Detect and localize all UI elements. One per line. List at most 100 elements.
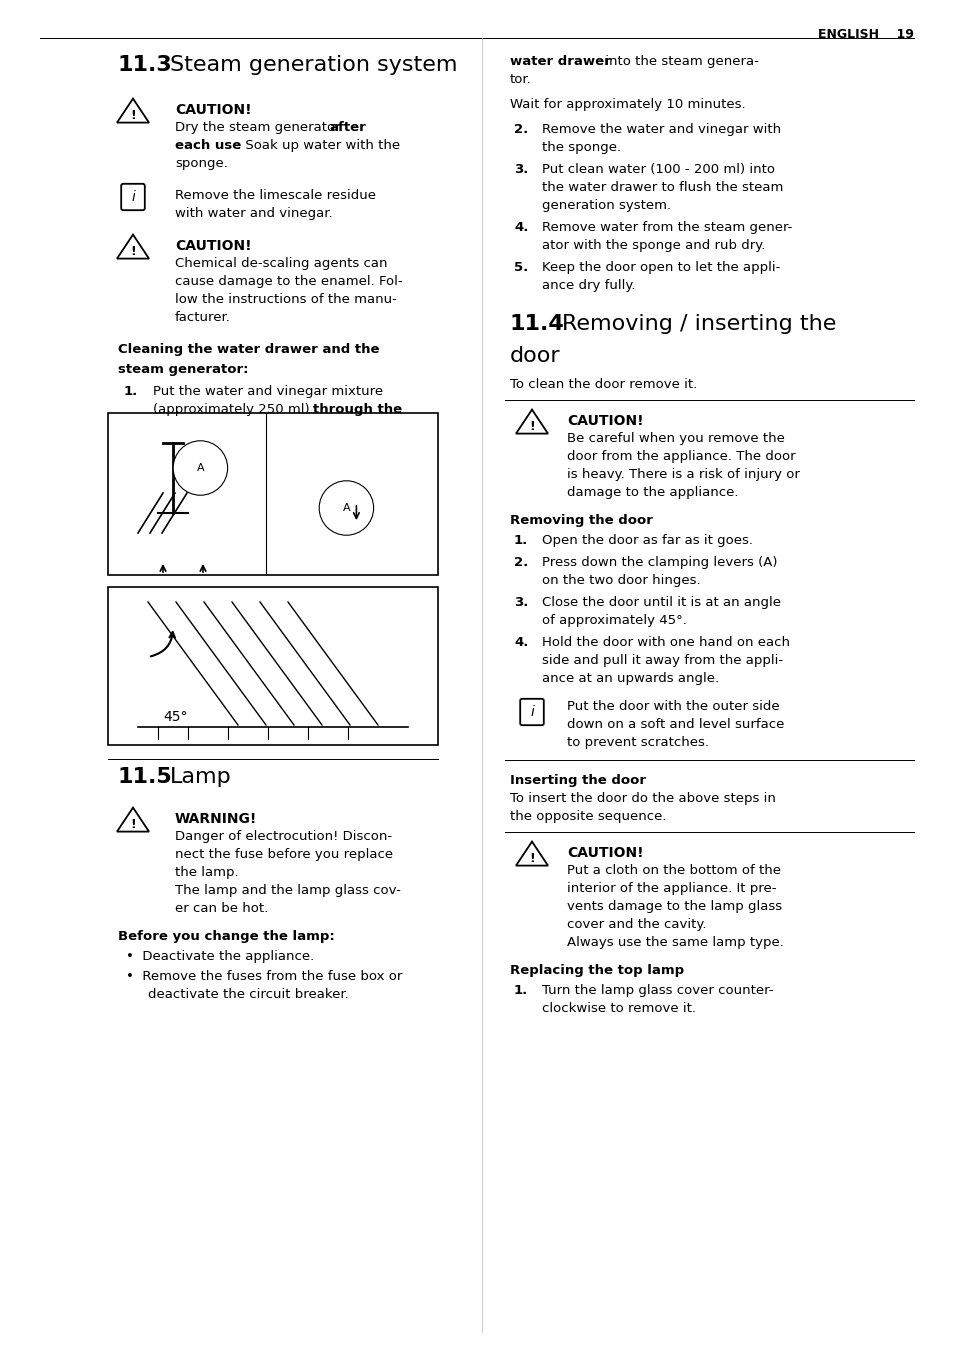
Text: Put clean water (100 - 200 ml) into: Put clean water (100 - 200 ml) into (541, 164, 774, 176)
Text: nect the fuse before you replace: nect the fuse before you replace (174, 848, 393, 861)
Text: i: i (131, 191, 134, 204)
Text: (approximately 250 ml): (approximately 250 ml) (152, 403, 314, 416)
Text: Dry the steam generator: Dry the steam generator (174, 120, 345, 134)
Text: cover and the cavity.: cover and the cavity. (566, 918, 706, 932)
Text: vents damage to the lamp glass: vents damage to the lamp glass (566, 900, 781, 913)
Text: 5.: 5. (514, 261, 528, 274)
Text: To clean the door remove it.: To clean the door remove it. (510, 379, 697, 391)
Bar (158, 525, 188, 544)
Text: steam generator:: steam generator: (118, 362, 248, 376)
Text: Press down the clamping levers (A): Press down the clamping levers (A) (541, 556, 777, 569)
Text: Hold the door with one hand on each: Hold the door with one hand on each (541, 635, 789, 649)
Text: 11.3: 11.3 (118, 55, 172, 74)
Text: Lamp: Lamp (170, 767, 232, 787)
Text: 11.4: 11.4 (510, 314, 564, 334)
Text: door: door (510, 346, 560, 366)
Text: low the instructions of the manu-: low the instructions of the manu- (174, 293, 396, 306)
Text: down on a soft and level surface: down on a soft and level surface (566, 718, 783, 731)
Text: !: ! (529, 420, 535, 433)
Text: through the: through the (313, 403, 402, 416)
Text: Chemical de-scaling agents can: Chemical de-scaling agents can (174, 257, 387, 270)
Text: 1.: 1. (124, 385, 138, 397)
Text: CAUTION!: CAUTION! (174, 103, 252, 118)
Text: deactivate the circuit breaker.: deactivate the circuit breaker. (148, 988, 349, 1000)
Text: ance at an upwards angle.: ance at an upwards angle. (541, 672, 719, 685)
Text: Turn the lamp glass cover counter-: Turn the lamp glass cover counter- (541, 984, 773, 996)
Text: 3.: 3. (514, 164, 528, 176)
Text: i: i (530, 704, 534, 719)
Text: side and pull it away from the appli-: side and pull it away from the appli- (541, 654, 782, 667)
Text: after: after (329, 120, 365, 134)
Text: into the steam genera-: into the steam genera- (600, 55, 758, 68)
Text: 4.: 4. (514, 220, 528, 234)
Text: is heavy. There is a risk of injury or: is heavy. There is a risk of injury or (566, 468, 799, 481)
Text: Before you change the lamp:: Before you change the lamp: (118, 930, 335, 942)
Text: Removing / inserting the: Removing / inserting the (561, 314, 836, 334)
Text: Remove water from the steam gener-: Remove water from the steam gener- (541, 220, 792, 234)
Text: Put the door with the outer side: Put the door with the outer side (566, 700, 779, 713)
Text: damage to the appliance.: damage to the appliance. (566, 485, 738, 499)
Text: ance dry fully.: ance dry fully. (541, 279, 635, 292)
Text: Keep the door open to let the appli-: Keep the door open to let the appli- (541, 261, 780, 274)
Text: !: ! (529, 852, 535, 865)
Text: Be careful when you remove the: Be careful when you remove the (566, 433, 784, 445)
Text: the opposite sequence.: the opposite sequence. (510, 810, 666, 823)
Text: cause damage to the enamel. Fol-: cause damage to the enamel. Fol- (174, 274, 402, 288)
Text: Put the water and vinegar mixture: Put the water and vinegar mixture (152, 385, 383, 397)
Text: 4.: 4. (514, 635, 528, 649)
Text: 1.: 1. (514, 984, 528, 996)
Text: Open the door as far as it goes.: Open the door as far as it goes. (541, 534, 752, 548)
Bar (108, 412, 437, 575)
Text: •  Remove the fuses from the fuse box or: • Remove the fuses from the fuse box or (126, 969, 402, 983)
Text: tor.: tor. (510, 73, 531, 87)
Text: 3.: 3. (514, 596, 528, 608)
Text: Remove the limescale residue: Remove the limescale residue (174, 189, 375, 201)
Text: the sponge.: the sponge. (541, 141, 620, 154)
Text: sponge.: sponge. (174, 157, 228, 170)
Text: Remove the water and vinegar with: Remove the water and vinegar with (541, 123, 781, 137)
Text: 45°: 45° (163, 710, 188, 725)
Text: ator with the sponge and rub dry.: ator with the sponge and rub dry. (541, 239, 764, 251)
Text: 11.5: 11.5 (118, 767, 172, 787)
Text: with water and vinegar.: with water and vinegar. (174, 207, 333, 220)
Text: 1.: 1. (514, 534, 528, 548)
Text: !: ! (130, 818, 135, 831)
Text: door from the appliance. The door: door from the appliance. The door (566, 450, 795, 462)
Text: Cleaning the water drawer and the: Cleaning the water drawer and the (118, 343, 379, 356)
Text: Close the door until it is at an angle: Close the door until it is at an angle (541, 596, 781, 608)
Text: A: A (342, 503, 350, 512)
Text: WARNING!: WARNING! (174, 813, 257, 826)
Text: CAUTION!: CAUTION! (566, 846, 643, 860)
Text: Wait for approximately 10 minutes.: Wait for approximately 10 minutes. (510, 97, 745, 111)
Text: !: ! (130, 245, 135, 258)
Text: of approximately 45°.: of approximately 45°. (541, 614, 686, 627)
Text: Steam generation system: Steam generation system (170, 55, 457, 74)
Text: water drawer: water drawer (510, 55, 610, 68)
Text: Always use the same lamp type.: Always use the same lamp type. (566, 936, 783, 949)
Text: Danger of electrocution! Discon-: Danger of electrocution! Discon- (174, 830, 392, 844)
Text: The lamp and the lamp glass cov-: The lamp and the lamp glass cov- (174, 884, 400, 896)
Text: 2.: 2. (514, 123, 528, 137)
Text: CAUTION!: CAUTION! (174, 239, 252, 253)
Text: Inserting the door: Inserting the door (510, 773, 645, 787)
Bar (108, 587, 437, 745)
Text: . Soak up water with the: . Soak up water with the (236, 139, 399, 151)
Text: Removing the door: Removing the door (510, 514, 652, 527)
Text: each use: each use (174, 139, 241, 151)
Text: facturer.: facturer. (174, 311, 231, 324)
Text: to prevent scratches.: to prevent scratches. (566, 735, 708, 749)
Text: on the two door hinges.: on the two door hinges. (541, 575, 700, 587)
Text: interior of the appliance. It pre-: interior of the appliance. It pre- (566, 882, 776, 895)
Text: clockwise to remove it.: clockwise to remove it. (541, 1002, 696, 1015)
Text: CAUTION!: CAUTION! (566, 414, 643, 429)
Text: er can be hot.: er can be hot. (174, 902, 268, 915)
Text: To insert the door do the above steps in: To insert the door do the above steps in (510, 792, 775, 804)
Text: 2.: 2. (514, 556, 528, 569)
Text: !: ! (130, 110, 135, 122)
Text: the lamp.: the lamp. (174, 867, 238, 879)
Text: Put a cloth on the bottom of the: Put a cloth on the bottom of the (566, 864, 781, 877)
Text: A: A (196, 462, 204, 473)
Text: the water drawer to flush the steam: the water drawer to flush the steam (541, 181, 782, 193)
Text: Replacing the top lamp: Replacing the top lamp (510, 964, 683, 977)
Text: ENGLISH    19: ENGLISH 19 (818, 28, 913, 41)
